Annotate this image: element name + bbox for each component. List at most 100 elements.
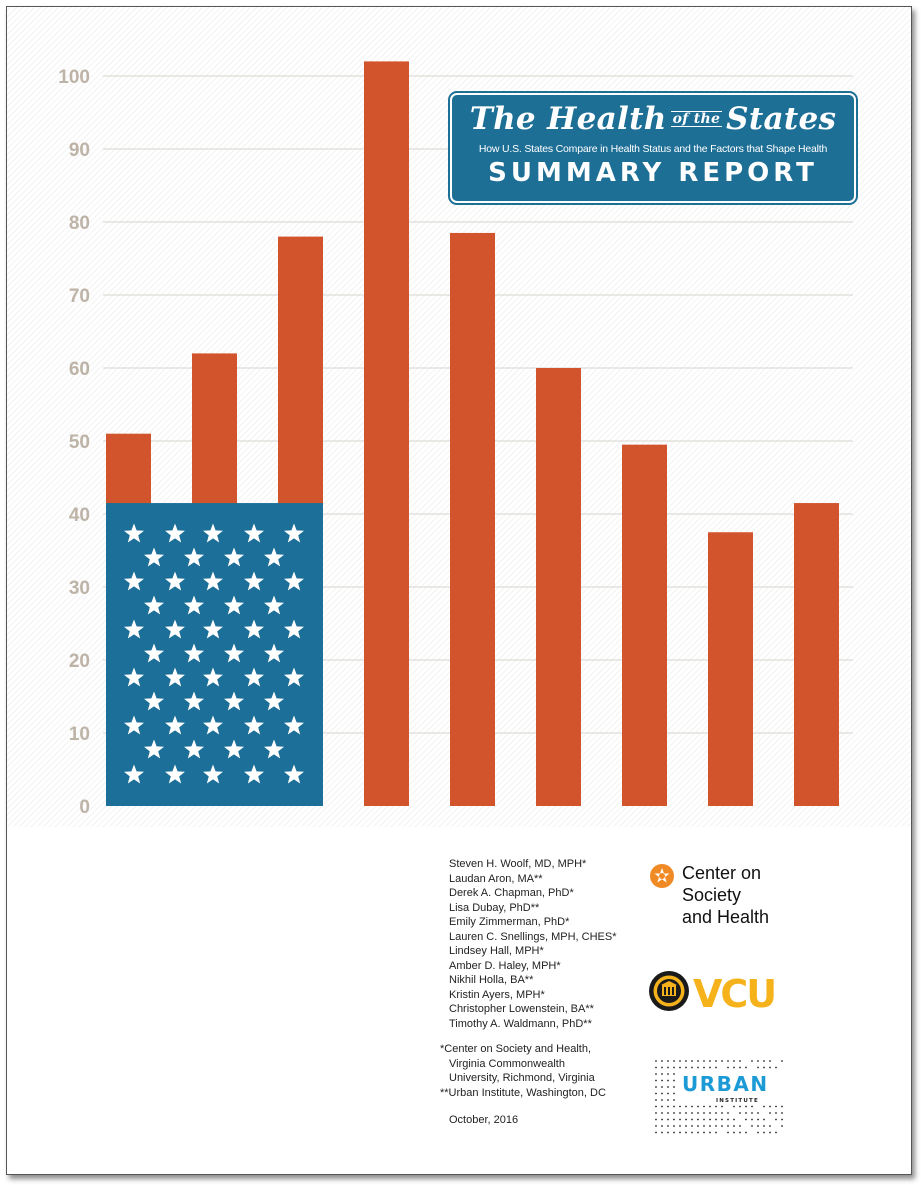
vcu-wordmark: VCU xyxy=(693,972,777,1016)
flag-star xyxy=(165,523,185,543)
flag-star xyxy=(124,571,144,591)
urban-dot xyxy=(733,1105,735,1108)
urban-dot xyxy=(691,1118,693,1121)
urban-dot xyxy=(751,1125,753,1127)
flag-star xyxy=(144,739,164,759)
urban-dot xyxy=(679,1118,681,1121)
urban-dot xyxy=(697,1060,699,1062)
vcu-logo: VCU xyxy=(648,970,848,1030)
urban-dot xyxy=(673,1125,675,1127)
bg-stripe xyxy=(7,7,582,582)
flag-star xyxy=(264,691,284,711)
bg-stripe xyxy=(702,618,911,827)
author: Amber D. Haley, MPH* xyxy=(449,959,561,972)
urban-dot xyxy=(751,1112,753,1114)
bg-stripe xyxy=(714,630,911,827)
flag-star xyxy=(184,739,204,759)
flag-star xyxy=(144,643,164,663)
urban-dot xyxy=(673,1131,675,1134)
urban-dot xyxy=(745,1066,747,1069)
bg-stripe xyxy=(288,204,911,827)
cover-bar-chart: 0 10 20 30 40 50 60 70 80 90 100 xyxy=(7,7,911,827)
bar xyxy=(794,503,839,806)
bg-stripe xyxy=(7,7,492,492)
urban-dot xyxy=(721,1125,723,1127)
center-on-society-and-health-logo: Center on Society and Health xyxy=(648,858,848,938)
report-type: SUMMARY REPORT xyxy=(488,158,818,188)
bg-stripe xyxy=(7,7,498,498)
urban-dot xyxy=(781,1125,783,1127)
bg-stripe xyxy=(762,678,911,827)
urban-dot xyxy=(661,1131,663,1134)
urban-dot xyxy=(679,1112,681,1114)
urban-dot xyxy=(703,1118,705,1121)
flag-star xyxy=(264,643,284,663)
bg-stripe xyxy=(7,7,390,390)
urban-dot xyxy=(655,1118,657,1121)
title-small-words: of the xyxy=(670,111,723,127)
csh-line: Society xyxy=(682,885,742,905)
affiliations: *Center on Society and Health, Virginia … xyxy=(440,1042,640,1100)
flag-star xyxy=(244,764,264,784)
urban-dot xyxy=(655,1086,657,1088)
bg-stripe xyxy=(450,366,911,827)
bg-stripe xyxy=(7,7,240,240)
urban-dot xyxy=(715,1131,717,1134)
bg-stripe xyxy=(7,7,42,42)
bg-stripe xyxy=(7,7,558,558)
urban-dot xyxy=(739,1066,741,1069)
urban-wordmark: URBAN xyxy=(682,1072,769,1096)
flag-star xyxy=(124,764,144,784)
flag-star xyxy=(165,619,185,639)
report-title: The Health of the States xyxy=(452,101,854,137)
urban-dot xyxy=(727,1125,729,1127)
bg-stripe xyxy=(306,222,911,827)
urban-dot xyxy=(739,1105,741,1108)
flag-star xyxy=(124,619,144,639)
bg-stripe xyxy=(642,558,911,827)
bar xyxy=(708,532,753,806)
bg-stripe xyxy=(7,7,378,378)
urban-dot xyxy=(673,1118,675,1121)
urban-dot xyxy=(709,1118,711,1121)
bg-stripe xyxy=(750,666,911,827)
publication-date: October, 2016 xyxy=(449,1114,519,1126)
urban-dot xyxy=(655,1099,657,1101)
y-tick-label: 60 xyxy=(69,359,90,380)
bg-stripe xyxy=(570,486,911,827)
urban-dot xyxy=(679,1066,681,1069)
bg-stripe xyxy=(7,7,282,282)
author: Timothy A. Waldmann, PhD** xyxy=(449,1017,592,1030)
bg-stripe xyxy=(7,7,228,228)
y-tick-label: 0 xyxy=(79,797,90,818)
bg-stripe xyxy=(7,7,456,456)
bg-stripe xyxy=(7,7,564,564)
urban-dot xyxy=(703,1131,705,1134)
urban-dot xyxy=(679,1105,681,1108)
urban-dot xyxy=(691,1105,693,1108)
urban-dot xyxy=(691,1060,693,1062)
flag-star xyxy=(224,643,244,663)
urban-dot xyxy=(667,1118,669,1121)
flag-star xyxy=(224,547,244,567)
flag-star xyxy=(184,595,204,615)
flag-star xyxy=(284,619,304,639)
bg-stripe xyxy=(7,7,276,276)
bar xyxy=(622,444,667,806)
bg-stripe xyxy=(7,7,156,156)
urban-dot xyxy=(763,1060,765,1062)
urban-dot xyxy=(757,1125,759,1127)
flag-star xyxy=(144,547,164,567)
flag-star xyxy=(203,764,223,784)
bg-stripe xyxy=(7,7,204,204)
urban-dot xyxy=(739,1131,741,1134)
flag-star xyxy=(203,619,223,639)
bg-stripe xyxy=(7,7,432,432)
bg-stripe xyxy=(708,624,911,827)
author: Lisa Dubay, PhD** xyxy=(449,901,540,914)
bg-stripe xyxy=(7,7,372,372)
urban-dot xyxy=(667,1060,669,1062)
urban-dot xyxy=(769,1066,771,1069)
urban-dot xyxy=(703,1066,705,1069)
bg-stripe xyxy=(7,7,570,570)
